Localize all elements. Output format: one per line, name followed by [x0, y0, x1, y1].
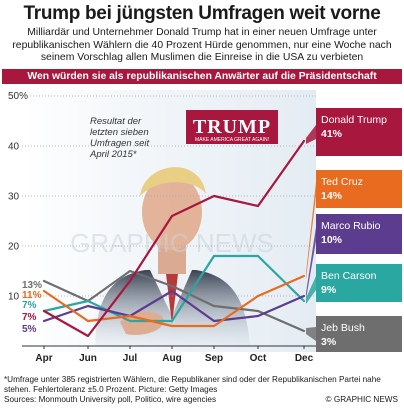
legend-box [316, 108, 402, 156]
legend-item-donald-trump: Donald Trump 41% [306, 108, 402, 156]
series-line-donald-trump [42, 139, 306, 338]
x-tick-label: Sep [205, 353, 223, 364]
legend-box [316, 214, 402, 254]
legend-box [316, 264, 402, 302]
annotation: Resultat der letzten sieben Umfragen sei… [89, 116, 152, 160]
y-unit-label: 50% [8, 91, 28, 102]
footnote-text: *Umfrage unter 385 registrierten Wählern… [4, 375, 381, 394]
start-value-label: 7% [22, 312, 37, 323]
legend-name: Jeb Bush [321, 322, 365, 334]
start-value-label: 13% [22, 280, 42, 291]
legend-item-jeb-bush: Jeb Bush 3% [306, 316, 402, 352]
campaign-sign: TRUMP MAKE AMERICA GREAT AGAIN! [186, 110, 278, 144]
legend-name: Donald Trump [321, 114, 387, 126]
legend-item-marco-rubio: Marco Rubio 10% [306, 214, 402, 299]
legend-value: 9% [321, 284, 337, 296]
legend-value: 14% [321, 190, 343, 202]
x-tick-label: Jun [79, 353, 97, 364]
chart-title: Trump bei jüngsten Umfragen weit vorne [23, 3, 381, 24]
legend-item-ted-cruz: Ted Cruz 14% [306, 170, 402, 279]
legend-item-ben-carson: Ben Carson 9% [306, 264, 402, 304]
legend-box [316, 316, 402, 352]
legend-pointer [306, 227, 316, 299]
x-tick-label: Aug [162, 353, 181, 364]
chart-subtitle: Milliardär und Unternehmer Donald Trump … [12, 27, 392, 64]
poll-line-chart: TRUMP MAKE AMERICA GREAT AGAIN! GRAPHIC … [8, 90, 402, 364]
legend-pointer [306, 327, 316, 341]
y-tick-label: 20 [8, 242, 20, 253]
x-tick-label: Jul [123, 353, 138, 364]
legend-value: 41% [321, 128, 343, 140]
series-line-ben-carson [42, 254, 306, 323]
x-tick-label: Apr [35, 353, 52, 364]
legend-name: Ben Carson [321, 270, 377, 282]
legend-value: 10% [321, 234, 343, 246]
question-banner: Wen würden sie als republikanischen Anwä… [2, 69, 402, 97]
copyright: © GRAPHIC NEWS [325, 395, 398, 404]
sign-tagline: MAKE AMERICA GREAT AGAIN! [195, 137, 269, 143]
legend-name: Ted Cruz [321, 176, 363, 188]
start-value-label: 7% [22, 300, 37, 311]
watermark: GRAPHIC NEWS [70, 228, 274, 258]
sign-title: TRUMP [193, 116, 271, 138]
series-line-ted-cruz [42, 274, 306, 328]
y-tick-label: 30 [8, 192, 20, 203]
start-value-label: 5% [22, 324, 37, 335]
start-value-label: 11% [22, 290, 42, 301]
y-tick-label: 10 [8, 292, 20, 303]
sources-text: Sources: Monmouth University poll, Polit… [4, 395, 217, 404]
legend-value: 3% [321, 336, 337, 348]
x-tick-label: Dec [295, 353, 314, 364]
legend-name: Marco Rubio [321, 220, 381, 232]
legend-pointer [306, 276, 316, 304]
series-line-marco-rubio [42, 289, 306, 323]
x-tick-label: Oct [250, 353, 267, 364]
y-tick-label: 40 [8, 142, 20, 153]
legend-pointer [306, 182, 316, 279]
legend-box [316, 170, 402, 208]
footnote: *Umfrage unter 385 registrierten Wählern… [4, 375, 400, 405]
legend-pointer [306, 125, 316, 144]
